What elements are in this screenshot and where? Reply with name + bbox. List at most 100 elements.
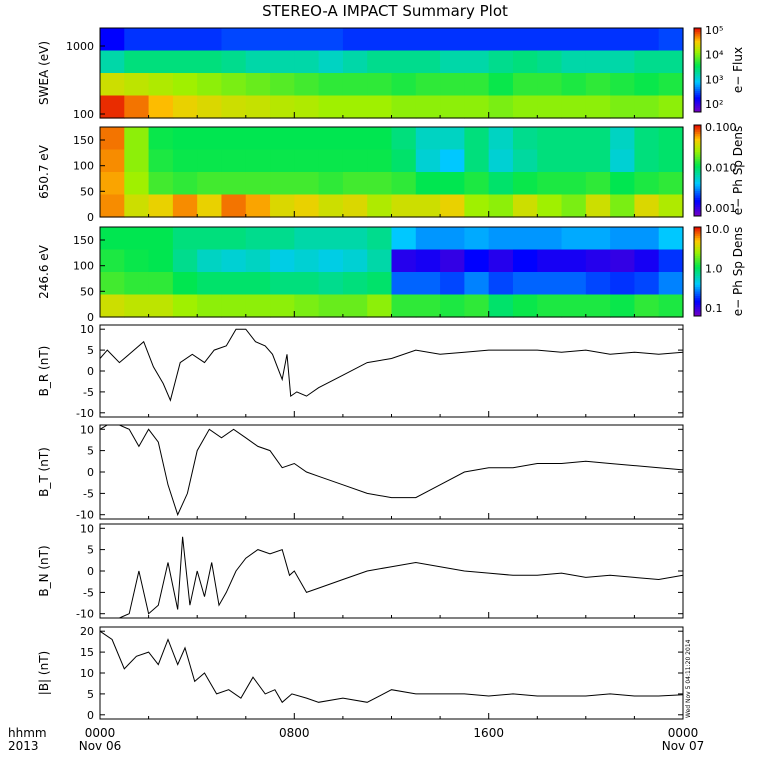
colorbar-swatch [694,264,701,268]
heatmap-cell [585,127,611,151]
heatmap-cell [100,95,125,119]
colorbar-swatch [694,131,701,135]
heatmap-cell [537,272,563,296]
panel-6: 20 15 10 5 0 |B| (nT) [37,625,684,722]
colorbar-swatch [694,280,701,284]
heatmap-cell [464,149,490,173]
colorbar-swatch [694,145,701,149]
colorbar-tick-label: 10² [705,98,723,111]
heatmap-cell [318,249,344,273]
heatmap-cell [440,73,465,97]
heatmap-cell [100,272,125,296]
heatmap-cell [124,249,150,273]
heatmap-cell [658,149,684,173]
y-tick-label: 150 [73,234,94,247]
heatmap-cell [440,50,465,74]
colorbar-swatch [694,53,701,56]
colorbar-swatch [694,38,701,42]
heatmap-cell [512,149,538,173]
y-axis-label: B_N (nT) [37,545,51,596]
colorbar-swatch [694,211,701,215]
heatmap-cell [148,249,174,273]
y-tick-label: 10 [80,667,94,680]
colorbar-swatch [694,289,701,293]
heatmap-cell [391,127,417,151]
heatmap-cell [512,50,538,74]
colorbar-swatch [694,249,701,252]
heatmap-cell [342,249,368,273]
colorbar-swatch [694,213,701,217]
colorbar-swatch [694,42,701,46]
heatmap-cell [270,272,295,296]
colorbar-swatch [694,295,701,299]
plot-title: STEREO-A IMPACT Summary Plot [262,2,508,20]
colorbar-swatch [694,51,701,54]
heatmap-cell [221,272,247,296]
colorbar-swatch [694,275,701,279]
heatmap-cell [270,149,295,173]
colorbar-tick-label: 10.0 [705,223,730,236]
heatmap-cell [488,95,514,119]
heatmap-cell [342,294,368,318]
colorbar-swatch [694,82,701,86]
heatmap-cell [197,50,223,74]
heatmap-cell [221,249,247,273]
y-axis-label: 246.6 eV [37,244,51,299]
colorbar-swatch [694,309,701,313]
series-line [99,630,684,704]
heatmap-cell [245,172,271,196]
heatmap-cell [415,127,441,151]
colorbar-swatch [694,300,701,304]
series-line [99,328,684,402]
heatmap-cell [658,50,684,74]
heatmap-cell [342,227,368,251]
colorbar-swatch [694,190,701,194]
panel-frame [99,626,684,720]
x-tick-label: 1600 [473,726,504,740]
heatmap-cell [221,172,247,196]
colorbar-swatch [694,127,701,131]
heatmap-cell [148,95,174,119]
panel-4: 10 5 0 -5 -10 B_T (nT) [37,423,684,522]
heatmap-cell [561,73,587,97]
colorbar-frame [693,124,702,217]
series-line [100,536,684,619]
heatmap-cell [537,227,563,251]
heatmap-cell [561,95,587,119]
colorbar-swatch [694,28,701,31]
heatmap-cell [658,249,684,273]
date-start-label: Nov 06 [79,739,122,753]
heatmap-cell [245,294,271,318]
colorbar-swatch [694,86,701,90]
heatmap-cell [488,194,514,218]
colorbar-swatch [694,168,701,171]
heatmap-cell [342,149,368,173]
colorbar-swatch [694,231,701,235]
colorbar-swatch [694,233,701,237]
heatmap-cell [367,294,393,318]
heatmap-cell [512,95,538,119]
colorbar-tick-label: 10³ [705,73,723,86]
y-tick-label: 10 [80,323,94,336]
heatmap-cell [148,272,174,296]
colorbar-swatch [694,49,701,52]
colorbar-swatch [694,34,701,37]
heatmap-cell [440,272,465,296]
heatmap-cell [415,227,441,251]
y-tick-label: 15 [80,646,94,659]
heatmap-cell [537,294,563,318]
heatmap-cell [488,50,514,74]
heatmap-cell [124,272,150,296]
heatmap-cell [270,194,295,218]
heatmap-cell [464,172,490,196]
y-tick-label: 5 [87,445,94,458]
heatmap-cell [318,294,344,318]
heatmap-cell [148,28,174,52]
heatmap-cell [561,194,587,218]
colorbar-swatch [694,311,701,315]
y-tick-label: 20 [80,625,94,638]
heatmap-cell [537,249,563,273]
colorbar-swatch [694,287,701,290]
colorbar-swatch [694,258,701,261]
heatmap-cell [561,149,587,173]
